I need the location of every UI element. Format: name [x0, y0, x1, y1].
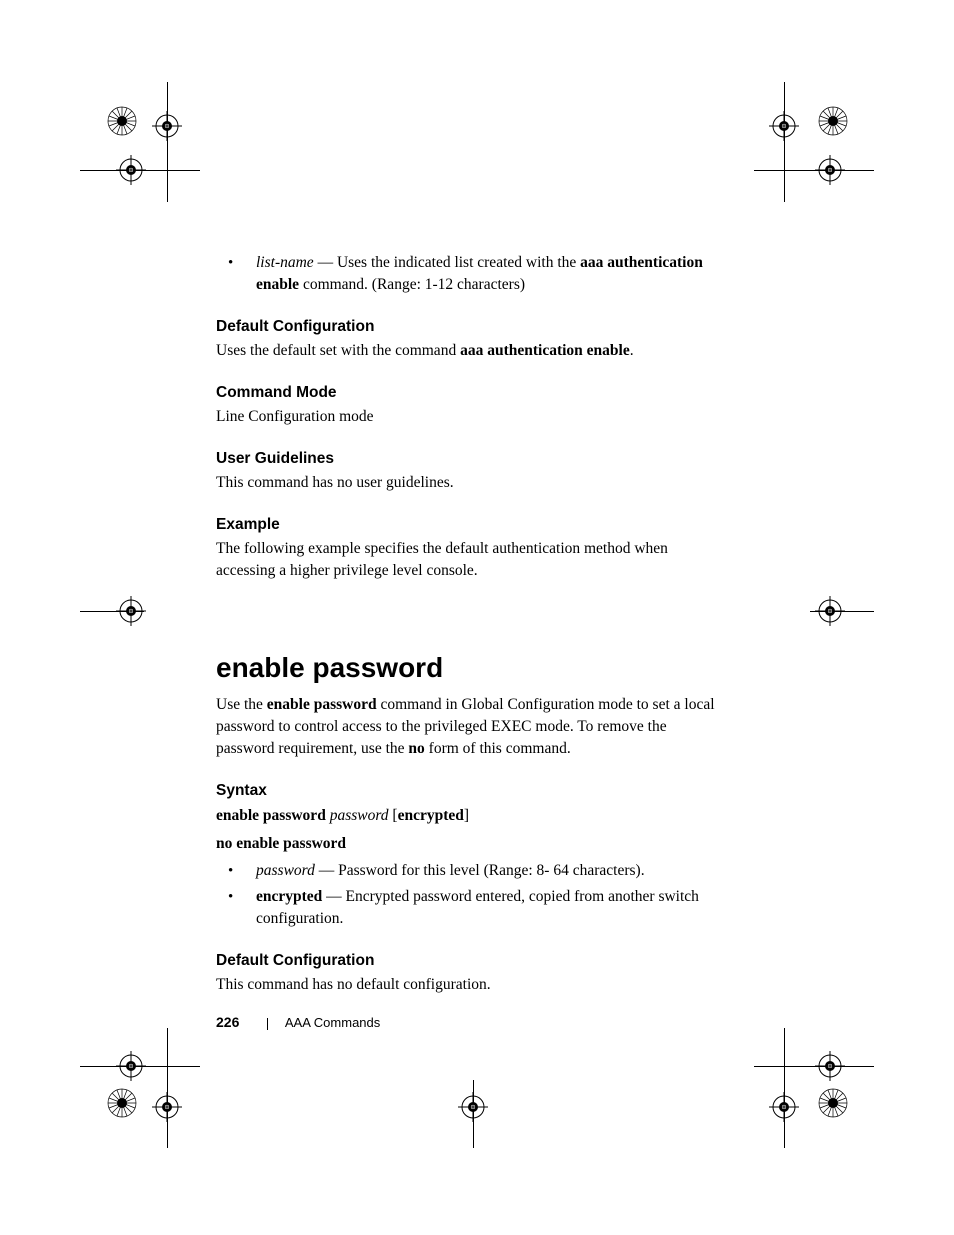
bullet-list-name: • list-name — Uses the indicated list cr…: [216, 252, 720, 296]
dash: —: [314, 254, 337, 271]
syntax-keyword: encrypted: [398, 807, 464, 824]
text: .: [630, 342, 634, 359]
syntax-line-2: no enable password: [216, 832, 720, 856]
bullet-text: encrypted — Encrypted password entered, …: [256, 886, 720, 930]
chapter-name: AAA Commands: [285, 1015, 380, 1030]
heading-syntax: Syntax: [216, 782, 720, 800]
default-config-2-body: This command has no default configuratio…: [216, 974, 720, 996]
crop-line: [784, 82, 785, 202]
cmd-name: enable password: [267, 696, 377, 713]
user-guidelines-body: This command has no user guidelines.: [216, 472, 720, 494]
param-name: list-name: [256, 254, 314, 271]
command-mode-body: Line Configuration mode: [216, 406, 720, 428]
heading-user-guidelines: User Guidelines: [216, 450, 720, 468]
footer-separator: [267, 1018, 268, 1030]
dash: —: [322, 888, 345, 905]
text: Use the: [216, 696, 267, 713]
keyword: encrypted: [256, 888, 322, 905]
bullet-marker: •: [216, 886, 256, 930]
text: Uses the default set with the command: [216, 342, 460, 359]
syntax-bracket: [: [389, 807, 398, 824]
page-number: 226: [216, 1014, 239, 1030]
text: command. (Range: 1-12 characters): [299, 276, 525, 293]
heading-example: Example: [216, 516, 720, 534]
syntax-cmd: enable password: [216, 807, 330, 824]
text: Password for this level (Range: 8- 64 ch…: [338, 862, 644, 879]
bullet-text: list-name — Uses the indicated list crea…: [256, 252, 720, 296]
cmd-ref: aaa authentication enable: [460, 342, 630, 359]
syntax-bracket: ]: [464, 807, 469, 824]
bullet-marker: •: [216, 860, 256, 882]
crop-line: [167, 1028, 168, 1148]
bullet-marker: •: [216, 252, 256, 296]
syntax-bullet-encrypted: • encrypted — Encrypted password entered…: [216, 886, 720, 930]
crop-line: [784, 1028, 785, 1148]
text: Uses the indicated list created with the: [337, 254, 580, 271]
page-content: • list-name — Uses the indicated list cr…: [216, 252, 720, 1000]
bullet-text: password — Password for this level (Rang…: [256, 860, 720, 882]
heading-default-config-2: Default Configuration: [216, 952, 720, 970]
syntax-line-1: enable password password [encrypted]: [216, 804, 720, 828]
syntax-bullet-password: • password — Password for this level (Ra…: [216, 860, 720, 882]
crop-line: [754, 1066, 874, 1067]
keyword-no: no: [408, 740, 424, 757]
example-body: The following example specifies the defa…: [216, 538, 720, 582]
crop-line: [80, 611, 144, 612]
dash: —: [315, 862, 338, 879]
crop-line: [754, 170, 874, 171]
crop-line: [167, 82, 168, 202]
text: form of this command.: [425, 740, 571, 757]
syntax-cmd: no enable password: [216, 835, 346, 852]
page-footer: 226 AAA Commands: [216, 1014, 380, 1030]
param-name: password: [256, 862, 315, 879]
crop-line: [810, 611, 874, 612]
syntax-param: password: [330, 807, 389, 824]
default-config-body: Uses the default set with the command aa…: [216, 340, 720, 362]
command-intro: Use the enable password command in Globa…: [216, 694, 720, 760]
heading-command-mode: Command Mode: [216, 384, 720, 402]
command-title: enable password: [216, 652, 720, 684]
crop-line: [80, 170, 200, 171]
heading-default-config: Default Configuration: [216, 318, 720, 336]
crop-line: [80, 1066, 200, 1067]
crop-line: [473, 1080, 474, 1148]
